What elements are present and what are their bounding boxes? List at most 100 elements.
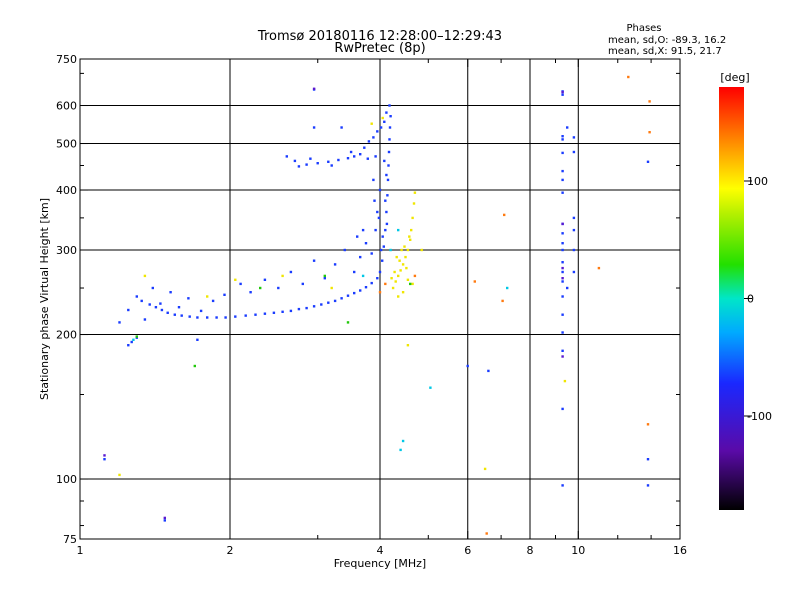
data-point (135, 295, 138, 298)
data-point (561, 248, 564, 252)
chart-title-line2: RwPretec (8p) (334, 41, 425, 56)
data-point (361, 274, 365, 278)
data-point (387, 164, 390, 167)
data-point (411, 216, 414, 220)
data-point (377, 216, 381, 220)
x-tick-label: 1 (77, 544, 84, 557)
data-point (363, 146, 366, 149)
x-axis-label: Frequency [MHz] (334, 557, 426, 570)
data-point (366, 157, 369, 160)
data-point (561, 191, 564, 194)
data-point (148, 303, 151, 306)
data-point (316, 162, 319, 165)
x-tick-label: 4 (377, 544, 384, 557)
data-point (346, 157, 350, 160)
data-point (196, 316, 199, 319)
data-point (349, 150, 353, 154)
data-point (372, 136, 375, 139)
data-point (118, 321, 121, 324)
data-point (376, 210, 379, 214)
data-point (343, 248, 346, 252)
data-point (297, 165, 301, 168)
data-point (374, 228, 377, 232)
data-point (140, 299, 143, 303)
data-point (561, 232, 564, 235)
data-point (378, 270, 382, 274)
data-point (239, 282, 242, 286)
data-point (429, 386, 432, 389)
data-point (397, 295, 400, 298)
data-point (394, 280, 397, 283)
data-point (405, 266, 408, 270)
y-tick-label: 75 (63, 533, 77, 546)
data-point (646, 484, 650, 487)
data-point (154, 306, 158, 309)
data-point (224, 316, 227, 319)
data-point (127, 344, 130, 347)
data-point (384, 282, 387, 286)
data-point (323, 274, 326, 278)
data-point (215, 316, 218, 319)
data-point (391, 286, 395, 290)
data-point (487, 369, 490, 373)
colorbar (719, 87, 744, 510)
data-point (305, 306, 308, 310)
data-point (404, 255, 407, 259)
data-point (118, 473, 121, 477)
data-point (173, 313, 176, 316)
data-point (401, 263, 405, 266)
data-point (379, 126, 383, 129)
data-point (163, 519, 166, 522)
data-point (367, 140, 371, 143)
data-point (312, 259, 316, 262)
data-point (330, 286, 333, 290)
data-point (312, 87, 316, 90)
data-point (376, 130, 379, 133)
data-point (281, 274, 284, 278)
data-point (561, 222, 564, 226)
colorbar-tick-label: -100 (747, 410, 772, 423)
data-point (263, 312, 267, 315)
data-point (320, 303, 323, 306)
data-point (383, 159, 386, 163)
data-point (177, 306, 181, 309)
data-point (561, 135, 564, 138)
data-point (277, 286, 280, 290)
data-point (356, 235, 359, 238)
data-point (346, 321, 350, 324)
x-tick-label: 10 (571, 544, 585, 557)
data-point (409, 282, 412, 286)
data-point (388, 126, 392, 129)
stats-o-mode: mean, sd,O: -89.3, 16.2 (608, 35, 726, 46)
data-point (406, 248, 410, 252)
colorbar-tick-label: 100 (747, 175, 768, 188)
y-axis-label: Stationary phase Virtual Height [km] (38, 198, 51, 400)
plot-frame (79, 58, 681, 540)
data-point (379, 248, 383, 252)
data-point (163, 516, 166, 520)
x-tick-label: 6 (464, 544, 471, 557)
data-point (561, 484, 564, 487)
data-point (561, 90, 564, 94)
data-point (376, 277, 379, 280)
data-point (353, 155, 356, 158)
data-point (648, 131, 651, 134)
data-point (289, 309, 293, 313)
data-point (293, 159, 297, 163)
data-point (364, 242, 368, 245)
data-point (572, 228, 576, 232)
data-point (359, 289, 362, 292)
y-tick-label: 750 (56, 53, 77, 66)
data-point (501, 299, 504, 303)
data-point (330, 164, 333, 167)
data-point (312, 305, 316, 308)
data-point (597, 266, 601, 270)
data-point (406, 278, 410, 281)
data-point (361, 228, 365, 232)
data-point (561, 280, 564, 283)
data-point (393, 270, 396, 274)
data-point (561, 349, 564, 352)
data-point (648, 100, 651, 103)
data-point (327, 301, 330, 304)
data-point (166, 311, 169, 314)
